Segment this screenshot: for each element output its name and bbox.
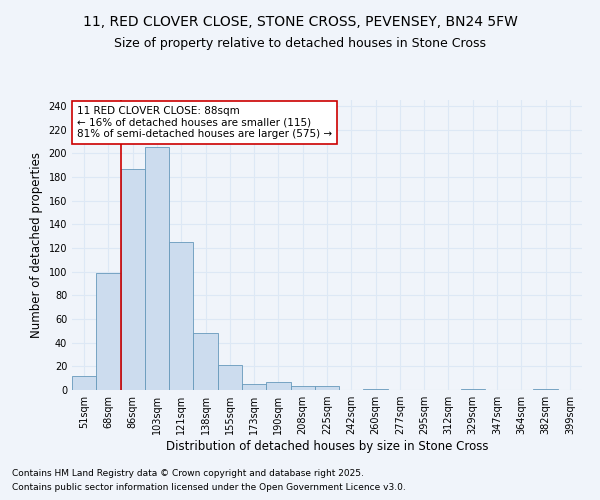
X-axis label: Distribution of detached houses by size in Stone Cross: Distribution of detached houses by size … [166, 440, 488, 453]
Bar [315, 386, 339, 390]
Text: 11 RED CLOVER CLOSE: 88sqm
← 16% of detached houses are smaller (115)
81% of sem: 11 RED CLOVER CLOSE: 88sqm ← 16% of deta… [77, 106, 332, 139]
Text: 11, RED CLOVER CLOSE, STONE CROSS, PEVENSEY, BN24 5FW: 11, RED CLOVER CLOSE, STONE CROSS, PEVEN… [83, 15, 517, 29]
Text: Contains public sector information licensed under the Open Government Licence v3: Contains public sector information licen… [12, 484, 406, 492]
Bar [218, 365, 242, 390]
Bar [96, 273, 121, 390]
Y-axis label: Number of detached properties: Number of detached properties [30, 152, 43, 338]
Text: Size of property relative to detached houses in Stone Cross: Size of property relative to detached ho… [114, 38, 486, 51]
Bar [290, 386, 315, 390]
Bar [242, 384, 266, 390]
Bar [72, 376, 96, 390]
Bar [266, 382, 290, 390]
Bar [121, 168, 145, 390]
Bar [364, 389, 388, 390]
Bar [169, 242, 193, 390]
Text: Contains HM Land Registry data © Crown copyright and database right 2025.: Contains HM Land Registry data © Crown c… [12, 468, 364, 477]
Bar [193, 333, 218, 390]
Bar [533, 389, 558, 390]
Bar [461, 389, 485, 390]
Bar [145, 148, 169, 390]
